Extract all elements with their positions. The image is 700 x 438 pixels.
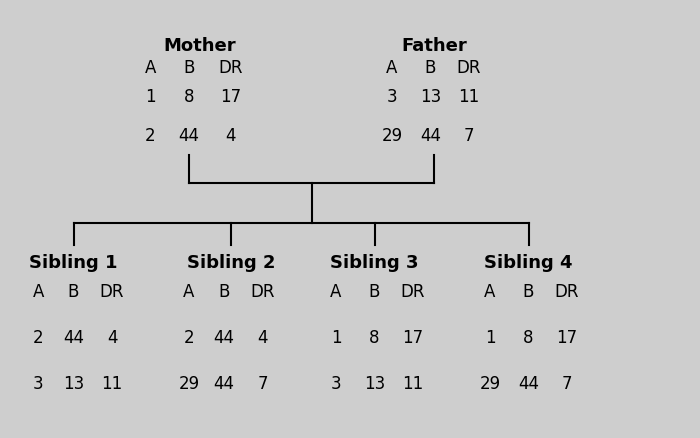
Text: DR: DR — [218, 59, 244, 77]
Text: B: B — [369, 282, 380, 300]
Text: 7: 7 — [463, 127, 475, 145]
Text: 29: 29 — [382, 127, 402, 145]
Text: DR: DR — [251, 282, 274, 300]
Text: 4: 4 — [106, 328, 118, 346]
Text: A: A — [330, 282, 342, 300]
Text: 2: 2 — [183, 328, 195, 346]
Text: 44: 44 — [420, 127, 441, 145]
Text: B: B — [425, 59, 436, 77]
Text: 1: 1 — [484, 328, 496, 346]
Text: Mother: Mother — [163, 37, 236, 55]
Text: 8: 8 — [183, 87, 195, 106]
Text: 13: 13 — [364, 374, 385, 392]
Text: A: A — [145, 59, 156, 77]
Text: 4: 4 — [225, 127, 237, 145]
Text: 17: 17 — [220, 87, 241, 106]
Text: Sibling 1: Sibling 1 — [29, 254, 118, 272]
Text: 11: 11 — [102, 374, 122, 392]
Text: 1: 1 — [330, 328, 342, 346]
Text: 17: 17 — [402, 328, 423, 346]
Text: 13: 13 — [420, 87, 441, 106]
Text: Father: Father — [401, 37, 467, 55]
Text: Sibling 4: Sibling 4 — [484, 254, 573, 272]
Text: Sibling 2: Sibling 2 — [187, 254, 275, 272]
Text: B: B — [68, 282, 79, 300]
Text: A: A — [386, 59, 398, 77]
Text: A: A — [33, 282, 44, 300]
Text: 11: 11 — [458, 87, 480, 106]
Text: Sibling 3: Sibling 3 — [330, 254, 419, 272]
Text: 44: 44 — [214, 374, 235, 392]
Text: B: B — [183, 59, 195, 77]
Text: 17: 17 — [556, 328, 577, 346]
Text: A: A — [484, 282, 496, 300]
Text: B: B — [218, 282, 230, 300]
Text: 3: 3 — [33, 374, 44, 392]
Text: 7: 7 — [561, 374, 573, 392]
Text: 8: 8 — [370, 328, 379, 346]
Text: 1: 1 — [145, 87, 156, 106]
Text: DR: DR — [400, 282, 426, 300]
Text: 44: 44 — [63, 328, 84, 346]
Text: 29: 29 — [178, 374, 199, 392]
Text: 3: 3 — [330, 374, 342, 392]
Text: 4: 4 — [258, 328, 267, 346]
Text: B: B — [523, 282, 534, 300]
Text: DR: DR — [456, 59, 482, 77]
Text: DR: DR — [554, 282, 580, 300]
Text: 44: 44 — [178, 127, 199, 145]
Text: 3: 3 — [386, 87, 398, 106]
Text: 44: 44 — [214, 328, 235, 346]
Text: 2: 2 — [33, 328, 44, 346]
Text: 11: 11 — [402, 374, 423, 392]
Text: 13: 13 — [63, 374, 84, 392]
Text: 7: 7 — [258, 374, 267, 392]
Text: DR: DR — [99, 282, 125, 300]
Text: 44: 44 — [518, 374, 539, 392]
Text: 2: 2 — [145, 127, 156, 145]
Text: 8: 8 — [524, 328, 533, 346]
Text: A: A — [183, 282, 195, 300]
Text: 29: 29 — [480, 374, 500, 392]
